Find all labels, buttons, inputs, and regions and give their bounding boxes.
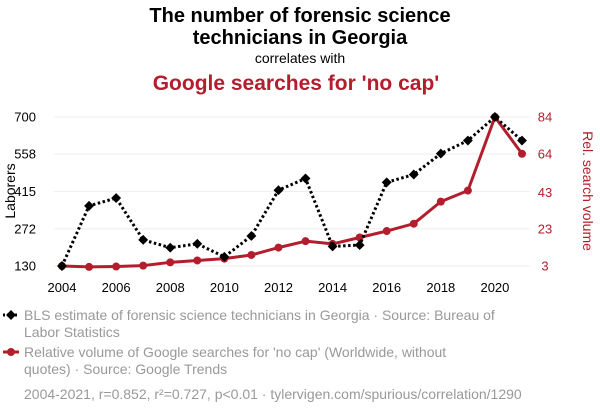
data-point-google bbox=[166, 258, 175, 267]
data-point-google bbox=[301, 237, 310, 246]
legend-entry-bls: BLS estimate of forensic science technic… bbox=[3, 307, 495, 340]
y-right-tick-label: 23 bbox=[538, 222, 552, 237]
x-tick-label: 2012 bbox=[264, 280, 293, 295]
y-axis-label-right: Rel. search volume bbox=[580, 131, 596, 251]
data-point-bls bbox=[273, 185, 284, 196]
data-point-bls bbox=[138, 234, 149, 245]
legend-swatch-google-marker bbox=[7, 348, 15, 356]
data-point-google bbox=[409, 219, 418, 228]
y-left-tick-label: 130 bbox=[14, 259, 36, 274]
y-left-tick-label: 272 bbox=[14, 221, 36, 236]
x-tick-label: 2006 bbox=[102, 280, 131, 295]
data-point-google bbox=[382, 227, 391, 236]
chart-title-2: Google searches for 'no cap' bbox=[153, 72, 440, 95]
legend-swatch-bls-marker bbox=[6, 310, 16, 320]
data-point-bls bbox=[354, 240, 365, 251]
data-point-bls bbox=[57, 261, 67, 271]
legend-entry-google: Relative volume of Google searches for '… bbox=[3, 344, 446, 377]
data-point-bls bbox=[192, 238, 203, 249]
legend-label-google-line-2: quotes) · Source: Google Trends bbox=[24, 361, 227, 377]
y-left-tick-label: 558 bbox=[14, 147, 36, 162]
chart-title-line-1: The number of forensic science bbox=[149, 5, 450, 27]
legend-label-bls-line-1: BLS estimate of forensic science technic… bbox=[24, 307, 495, 323]
left-axis-ticks: 130 272 415 558 700 bbox=[14, 110, 36, 274]
x-tick-label: 2016 bbox=[372, 280, 401, 295]
data-point-bls bbox=[84, 200, 95, 211]
data-point-google bbox=[355, 233, 364, 242]
footer-stats: 2004-2021, r=0.852, r²=0.727, p<0.01 · t… bbox=[24, 386, 522, 402]
data-point-google bbox=[436, 197, 445, 206]
data-point-google bbox=[463, 186, 472, 195]
data-point-google bbox=[85, 262, 94, 271]
data-point-bls bbox=[246, 230, 257, 241]
y-left-tick-label: 700 bbox=[14, 110, 36, 125]
x-tick-label: 2014 bbox=[318, 280, 347, 295]
x-tick-label: 2018 bbox=[426, 280, 455, 295]
y-left-tick-label: 415 bbox=[14, 184, 36, 199]
legend: BLS estimate of forensic science technic… bbox=[3, 307, 495, 377]
data-point-bls bbox=[517, 135, 527, 146]
y-axis-label-left: Laborers bbox=[2, 163, 18, 218]
data-point-google bbox=[112, 262, 121, 271]
y-right-tick-label: 3 bbox=[541, 259, 548, 274]
x-tick-label: 2010 bbox=[210, 280, 239, 295]
data-point-bls bbox=[381, 177, 392, 188]
series-layer bbox=[57, 112, 527, 271]
x-tick-label: 2008 bbox=[156, 280, 185, 295]
data-point-bls bbox=[165, 242, 176, 253]
grid-lines bbox=[54, 116, 530, 267]
x-tick-label: 2020 bbox=[480, 280, 509, 295]
data-point-bls bbox=[327, 241, 338, 252]
data-point-bls bbox=[462, 135, 473, 146]
x-axis-ticks: 2004 2006 2008 2010 2012 2014 2016 2018 2020 bbox=[48, 280, 510, 295]
data-point-google bbox=[518, 149, 526, 158]
x-tick-label: 2004 bbox=[48, 280, 77, 295]
y-right-tick-label: 64 bbox=[538, 146, 552, 161]
data-point-bls bbox=[111, 193, 122, 203]
data-point-google bbox=[193, 256, 202, 265]
y-right-tick-label: 84 bbox=[538, 110, 552, 125]
chart-connector: correlates with bbox=[255, 50, 345, 66]
series-line-bls bbox=[60, 115, 523, 267]
legend-label-bls-line-2: Labor Statistics bbox=[24, 324, 120, 340]
chart-title-line-2: technicians in Georgia bbox=[193, 27, 408, 49]
right-axis-ticks: 3 23 43 64 84 bbox=[538, 110, 552, 274]
data-point-bls bbox=[300, 173, 311, 184]
series-line-google bbox=[61, 115, 524, 269]
y-right-tick-label: 43 bbox=[538, 185, 552, 200]
data-point-google bbox=[274, 243, 283, 252]
data-point-google bbox=[139, 261, 148, 270]
data-point-bls bbox=[219, 251, 230, 262]
data-point-bls bbox=[435, 148, 446, 159]
legend-label-google-line-1: Relative volume of Google searches for '… bbox=[24, 344, 446, 360]
data-point-google bbox=[247, 250, 256, 259]
data-point-bls bbox=[408, 169, 419, 180]
